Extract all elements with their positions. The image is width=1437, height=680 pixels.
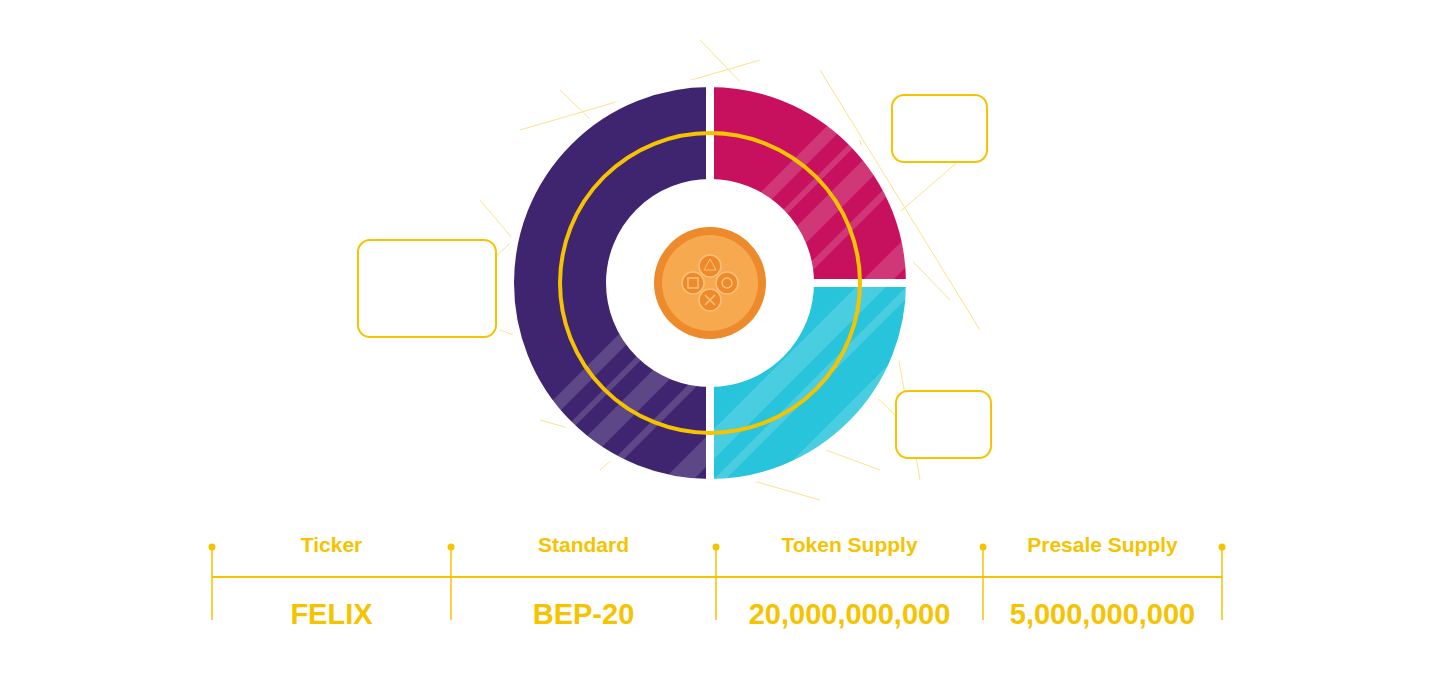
coin-symbol <box>705 295 715 305</box>
canvas: Ticker FELIX Standard BEP-20 Token Supply 20,… <box>0 0 1437 680</box>
gloss-stripe <box>650 23 1182 543</box>
table-divider <box>715 547 717 620</box>
gloss-stripe <box>480 23 1026 543</box>
coin-icon <box>682 255 738 311</box>
gloss-stripe <box>770 23 1298 543</box>
coin-symbol <box>722 278 732 288</box>
table-header: Presale Supply <box>1027 533 1178 556</box>
root: Ticker FELIX Standard BEP-20 Token Supply 20,… <box>0 0 1437 680</box>
hole <box>610 183 810 383</box>
table-dot <box>713 544 720 551</box>
table-dot <box>1219 544 1226 551</box>
inner-ring <box>560 133 860 433</box>
token-table: Ticker FELIX Standard BEP-20 Token Supply 20,… <box>209 533 1226 630</box>
page: {"chart_data": {"type": "pie", "categori… <box>0 0 1437 680</box>
table-header: Ticker <box>301 533 363 556</box>
coin-button <box>682 272 704 294</box>
label-box <box>896 391 991 458</box>
table-dot <box>209 544 216 551</box>
coin-button <box>699 255 721 277</box>
coin-face <box>662 235 758 331</box>
label-box <box>892 95 987 162</box>
table-value: BEP-20 <box>533 598 635 630</box>
coin-symbol <box>704 259 716 270</box>
table-divider <box>450 547 452 620</box>
table-rule <box>212 576 1222 578</box>
table-divider <box>1221 547 1223 620</box>
table-header: Token Supply <box>781 533 917 556</box>
coin-button <box>716 272 738 294</box>
coin-button <box>699 289 721 311</box>
table-divider <box>211 547 213 620</box>
table-value: 20,000,000,000 <box>749 598 951 630</box>
table-value: 5,000,000,000 <box>1010 598 1195 630</box>
gloss <box>410 23 1298 543</box>
table-dot <box>448 544 455 551</box>
gloss-stripe <box>600 23 1150 543</box>
coin <box>654 227 766 339</box>
table-header: Standard <box>538 533 629 556</box>
gloss-stripe <box>450 23 978 543</box>
table-value: FELIX <box>290 598 373 630</box>
table-divider <box>982 547 984 620</box>
table-dot <box>980 544 987 551</box>
label-box <box>358 240 496 337</box>
coin-symbol <box>688 278 698 288</box>
gloss-stripe <box>530 23 1060 543</box>
